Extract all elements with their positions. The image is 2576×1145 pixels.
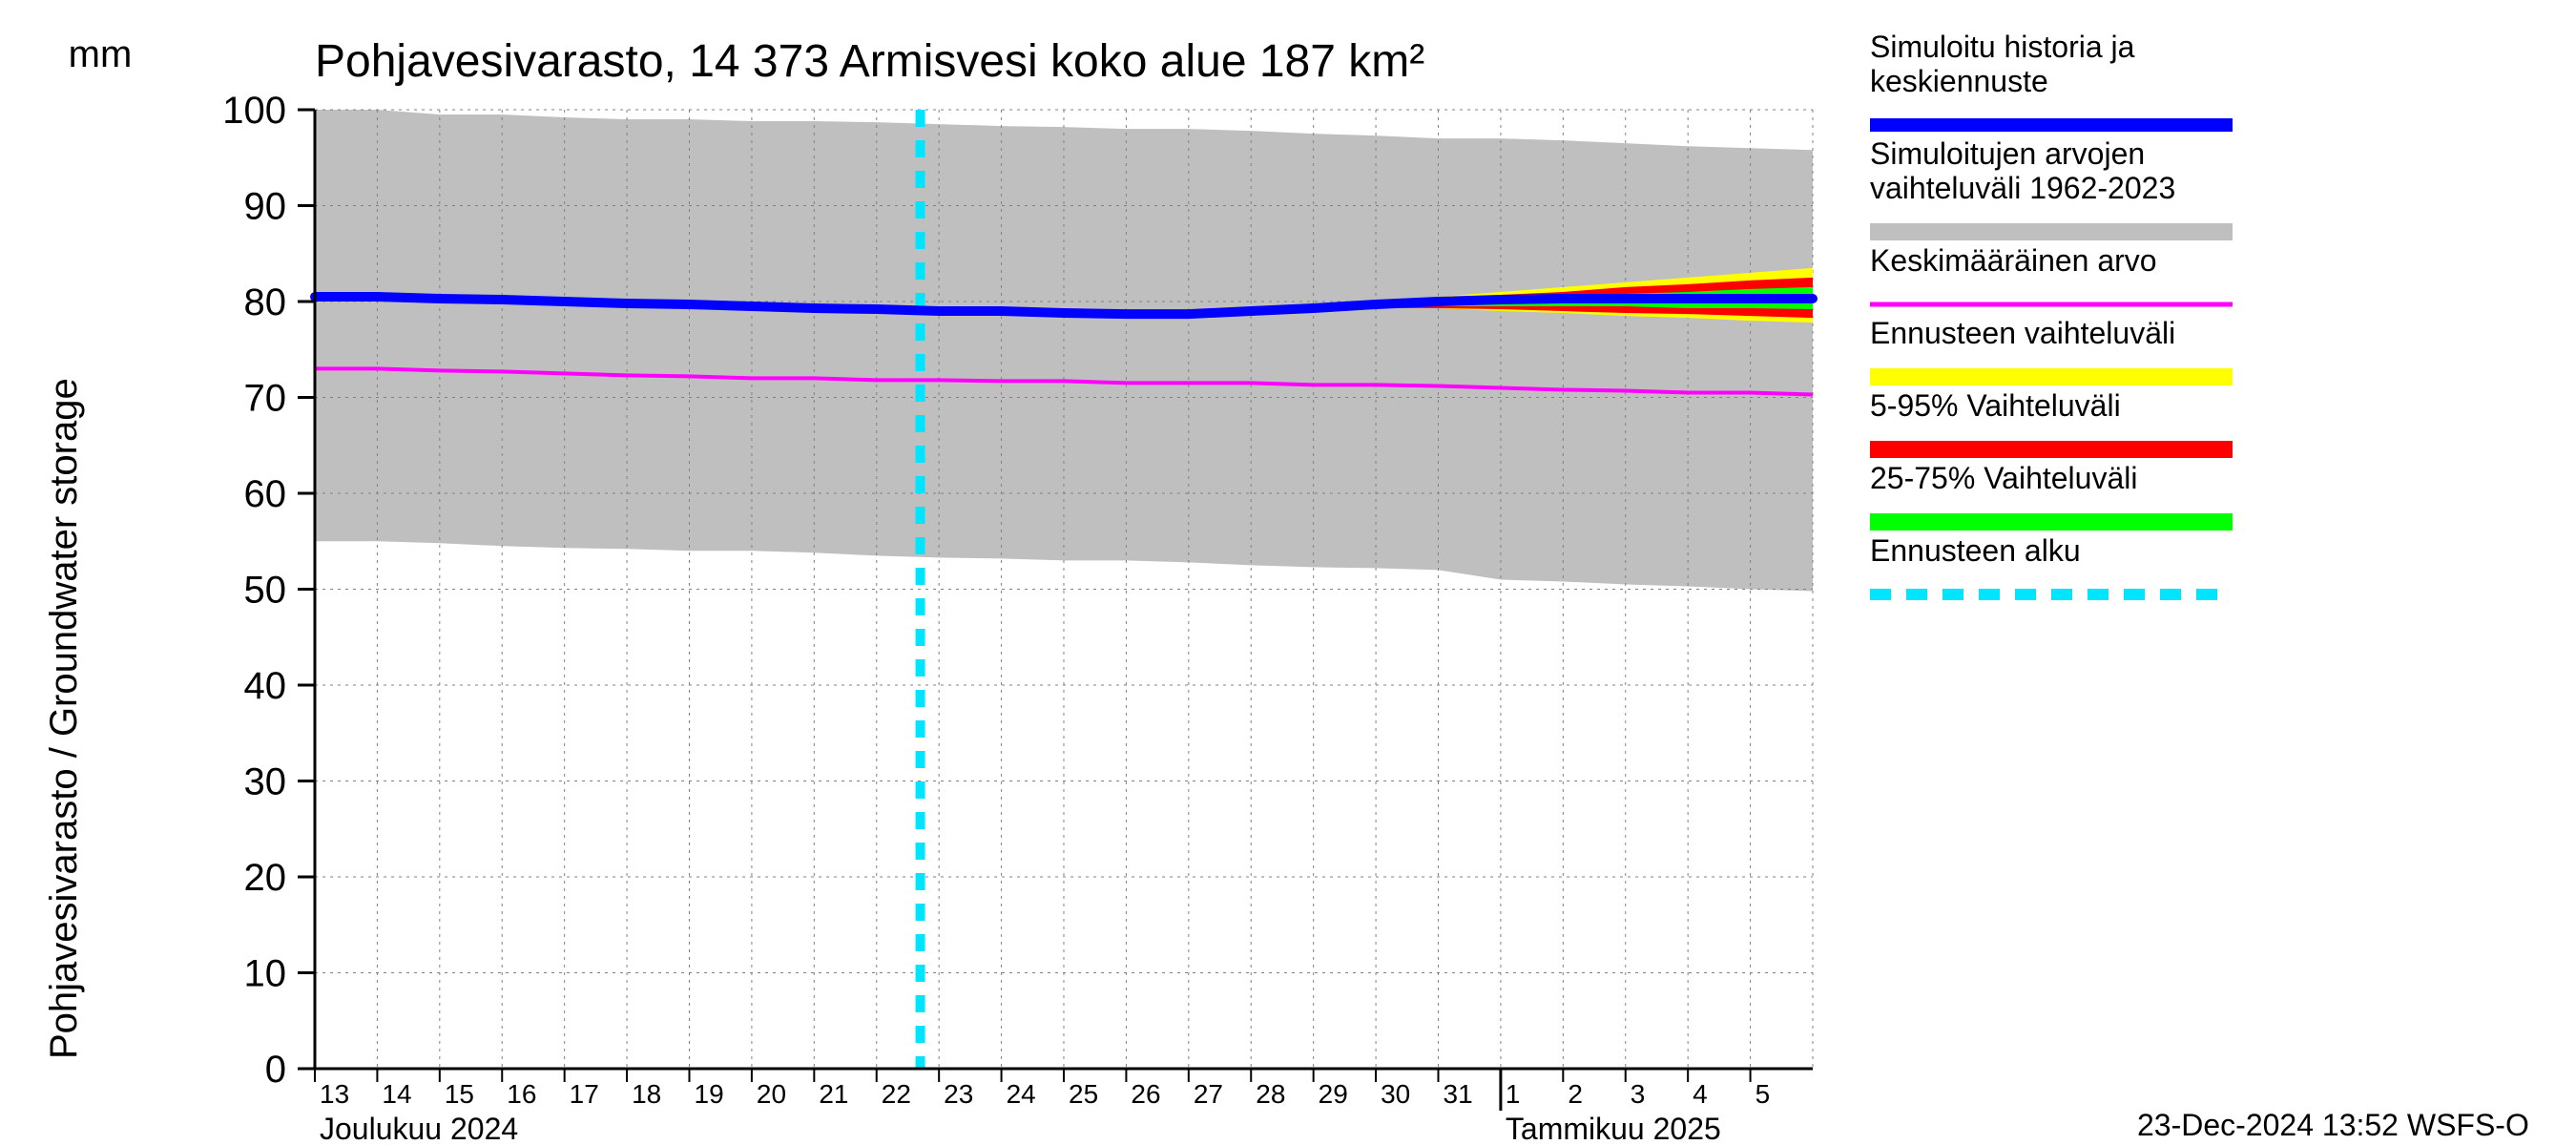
x-day-label: 15 <box>445 1079 474 1109</box>
legend-label: Simuloitu historia ja <box>1870 30 2135 64</box>
x-day-label: 14 <box>382 1079 411 1109</box>
x-day-label: 16 <box>507 1079 536 1109</box>
legend-swatch <box>1870 118 2233 132</box>
legend-label: Ennusteen alku <box>1870 533 2081 568</box>
x-day-label: 2 <box>1568 1079 1583 1109</box>
legend-label: 25-75% Vaihteluväli <box>1870 461 2137 495</box>
y-tick-label: 20 <box>244 857 287 899</box>
legend-swatch <box>1870 223 2233 240</box>
footer-timestamp: 23-Dec-2024 13:52 WSFS-O <box>2137 1108 2529 1142</box>
x-day-label: 27 <box>1194 1079 1223 1109</box>
x-month-label: Joulukuu 2024 <box>320 1112 518 1145</box>
x-day-label: 31 <box>1444 1079 1473 1109</box>
x-day-label: 24 <box>1007 1079 1036 1109</box>
y-tick-label: 90 <box>244 186 287 228</box>
x-day-label: 18 <box>632 1079 661 1109</box>
x-day-label: 25 <box>1069 1079 1098 1109</box>
y-tick-label: 70 <box>244 378 287 420</box>
y-tick-label: 0 <box>265 1049 286 1091</box>
x-day-label: 29 <box>1319 1079 1348 1109</box>
legend-label: Simuloitujen arvojen <box>1870 136 2145 171</box>
legend-swatch <box>1870 368 2233 385</box>
legend-label: vaihteluväli 1962-2023 <box>1870 171 2175 205</box>
x-day-label: 5 <box>1755 1079 1771 1109</box>
y-tick-label: 60 <box>244 473 287 515</box>
y-axis-label: Pohjavesivarasto / Groundwater storage <box>43 378 85 1059</box>
x-day-label: 22 <box>882 1079 911 1109</box>
x-day-label: 4 <box>1693 1079 1708 1109</box>
x-day-label: 1 <box>1506 1079 1521 1109</box>
x-day-label: 28 <box>1256 1079 1285 1109</box>
legend-swatch <box>1870 441 2233 458</box>
legend-label: keskiennuste <box>1870 64 2048 98</box>
x-day-label: 17 <box>570 1079 599 1109</box>
chart-svg: Pohjavesivarasto / Groundwater storage mm… <box>0 0 2576 1145</box>
x-month-label: Tammikuu 2025 <box>1506 1112 1721 1145</box>
x-day-label: 30 <box>1381 1079 1410 1109</box>
x-day-label: 13 <box>320 1079 349 1109</box>
x-day-label: 20 <box>757 1079 786 1109</box>
x-day-label: 23 <box>944 1079 973 1109</box>
y-tick-label: 50 <box>244 570 287 612</box>
x-day-label: 26 <box>1131 1079 1160 1109</box>
legend-label: Ennusteen vaihteluväli <box>1870 316 2175 350</box>
y-tick-label: 100 <box>222 90 286 132</box>
y-tick-label: 80 <box>244 281 287 323</box>
y-tick-label: 10 <box>244 953 287 995</box>
x-day-label: 19 <box>695 1079 724 1109</box>
legend-swatch <box>1870 513 2233 531</box>
x-day-label: 21 <box>819 1079 848 1109</box>
chart-title: Pohjavesivarasto, 14 373 Armisvesi koko … <box>315 36 1424 87</box>
historical-range-band <box>315 110 1813 592</box>
chart-container: Pohjavesivarasto / Groundwater storage mm… <box>0 0 2576 1145</box>
y-tick-label: 40 <box>244 665 287 707</box>
legend-label: 5-95% Vaihteluväli <box>1870 388 2121 423</box>
y-tick-label: 30 <box>244 761 287 803</box>
legend-label: Keskimääräinen arvo <box>1870 243 2157 278</box>
x-day-label: 3 <box>1631 1079 1646 1109</box>
y-axis-unit: mm <box>69 33 133 75</box>
